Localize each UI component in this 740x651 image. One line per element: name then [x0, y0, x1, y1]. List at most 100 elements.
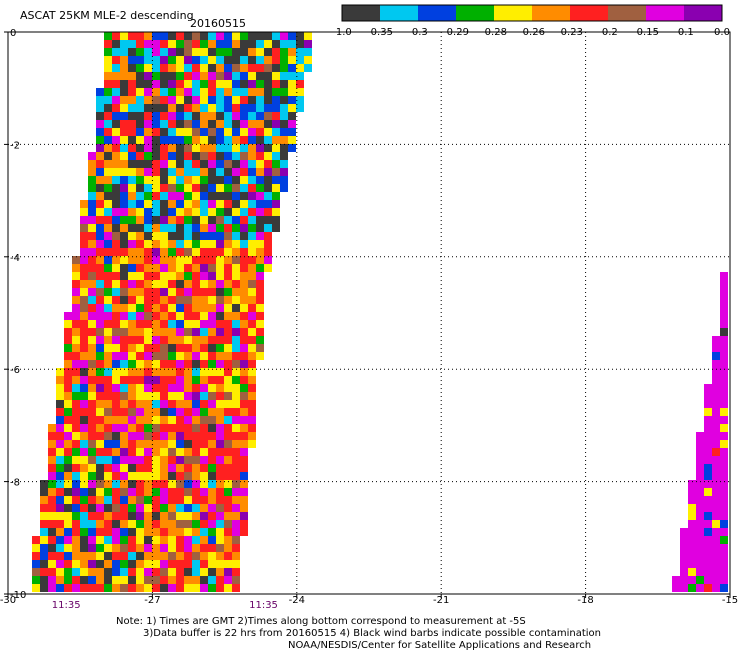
swath-cell [144, 504, 152, 512]
swath-cell [168, 480, 176, 488]
swath-cell [112, 400, 120, 408]
colorbar-segment-1 [380, 5, 419, 21]
swath-cell [296, 64, 304, 72]
swath-cell [72, 376, 80, 384]
swath-cell [200, 272, 208, 280]
swath-cell [176, 368, 184, 376]
swath-cell [136, 520, 144, 528]
swath-cell [96, 352, 104, 360]
swath-cell [192, 136, 200, 144]
swath-cell [720, 520, 728, 528]
swath-cell [104, 88, 112, 96]
swath-cell [704, 560, 712, 568]
swath-cell [160, 304, 168, 312]
swath-cell [88, 160, 96, 168]
swath-cell [208, 352, 216, 360]
swath-cell [120, 360, 128, 368]
swath-cell [688, 544, 696, 552]
swath-cell [136, 576, 144, 584]
swath-cell [720, 544, 728, 552]
swath-cell [248, 232, 256, 240]
swath-cell [136, 240, 144, 248]
swath-cell [72, 256, 80, 264]
swath-cell [96, 448, 104, 456]
swath-cell [264, 48, 272, 56]
swath-cell [256, 136, 264, 144]
swath-cell [32, 576, 40, 584]
swath-cell [120, 288, 128, 296]
swath-cell [56, 576, 64, 584]
swath-cell [64, 568, 72, 576]
swath-cell [48, 464, 56, 472]
swath-cell [184, 488, 192, 496]
swath-cell [56, 368, 64, 376]
swath-cell [152, 296, 160, 304]
swath-cell [160, 472, 168, 480]
swath-cell [120, 192, 128, 200]
swath-cell [168, 152, 176, 160]
swath-cell [144, 512, 152, 520]
swath-cell [160, 240, 168, 248]
swath-cell [128, 544, 136, 552]
swath-cell [144, 240, 152, 248]
swath-cell [64, 448, 72, 456]
y-tick-label: -6 [10, 365, 20, 376]
swath-cell [704, 584, 712, 592]
swath-cell [176, 168, 184, 176]
swath-cell [704, 400, 712, 408]
swath-cell [80, 208, 88, 216]
swath-cell [32, 560, 40, 568]
swath-cell [136, 528, 144, 536]
swath-cell [240, 264, 248, 272]
swath-cell [96, 208, 104, 216]
swath-cell [224, 552, 232, 560]
swath-cell [96, 216, 104, 224]
swath-cell [248, 136, 256, 144]
swath-cell [144, 376, 152, 384]
swath-cell [208, 48, 216, 56]
swath-cell [104, 440, 112, 448]
swath-cell [720, 480, 728, 488]
swath-cell [128, 312, 136, 320]
swath-cell [296, 40, 304, 48]
swath-cell [688, 480, 696, 488]
swath-cell [104, 576, 112, 584]
swath-cell [216, 224, 224, 232]
swath-cell [168, 232, 176, 240]
swath-cell [240, 232, 248, 240]
swath-cell [160, 120, 168, 128]
swath-cell [224, 424, 232, 432]
swath-cell [144, 256, 152, 264]
swath-cell [88, 488, 96, 496]
swath-cell [240, 120, 248, 128]
swath-cell [216, 416, 224, 424]
swath-cell [704, 520, 712, 528]
swath-cell [192, 176, 200, 184]
swath-cell [216, 312, 224, 320]
swath-cell [272, 96, 280, 104]
swath-cell [176, 552, 184, 560]
swath-cell [232, 40, 240, 48]
swath-cell [88, 408, 96, 416]
swath-cell [720, 568, 728, 576]
swath-cell [144, 280, 152, 288]
swath-cell [120, 424, 128, 432]
swath-cell [232, 520, 240, 528]
swath-cell [160, 520, 168, 528]
swath-cell [200, 472, 208, 480]
swath-cell [200, 232, 208, 240]
swath-cell [56, 568, 64, 576]
swath-cell [144, 112, 152, 120]
swath-cell [192, 544, 200, 552]
swath-cell [112, 360, 120, 368]
swath-cell [672, 584, 680, 592]
swath-cell [152, 272, 160, 280]
swath-cell [176, 280, 184, 288]
swath-cell [80, 432, 88, 440]
swath-cell [232, 560, 240, 568]
swath-cell [272, 144, 280, 152]
swath-cell [96, 160, 104, 168]
swath-cell [64, 528, 72, 536]
swath-cell [160, 176, 168, 184]
swath-cell [80, 544, 88, 552]
